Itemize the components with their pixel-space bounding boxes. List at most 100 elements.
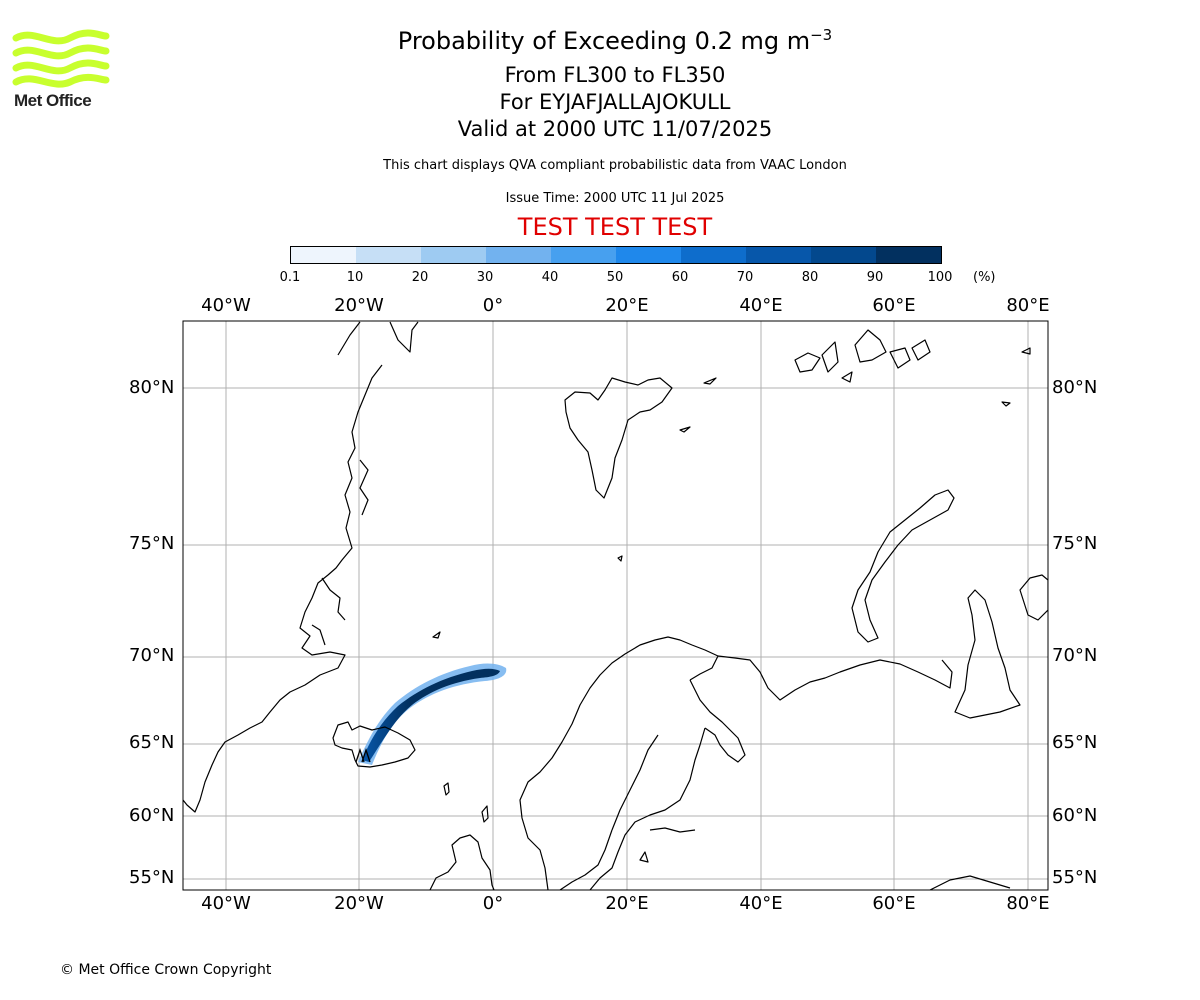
svalbard-coast bbox=[564, 377, 673, 499]
latitude-label-left: 60°N bbox=[129, 805, 175, 826]
met-office-logo: Met Office bbox=[12, 28, 112, 112]
colorbar-segment bbox=[876, 247, 941, 263]
franz-josef-island bbox=[854, 329, 887, 363]
disclaimer-text: This chart displays QVA compliant probab… bbox=[383, 158, 847, 173]
greenland-fjord bbox=[359, 459, 369, 516]
colorbar-tick-label: 10 bbox=[346, 270, 364, 285]
latitude-label-left: 75°N bbox=[129, 533, 175, 554]
colorbar-segment bbox=[421, 247, 486, 263]
colorbar-unit: (%) bbox=[973, 270, 996, 285]
chart-title: Probability of Exceeding 0.2 mg m−3 bbox=[0, 26, 1200, 55]
colorbar-tick-label: 20 bbox=[411, 270, 429, 285]
longitude-label-top: 40°E bbox=[739, 295, 783, 316]
colorbar-segment bbox=[746, 247, 811, 263]
norway-coast bbox=[519, 636, 719, 890]
shetland-islands bbox=[481, 805, 489, 823]
flight-level-range: From FL300 to FL350 bbox=[504, 63, 726, 87]
greenland-fjord bbox=[321, 577, 346, 621]
latitude-label-left: 55°N bbox=[129, 867, 175, 888]
longitude-label-bottom: 60°E bbox=[872, 893, 916, 914]
colorbar-tick-label: 40 bbox=[541, 270, 559, 285]
svalbard-island bbox=[703, 377, 717, 385]
colorbar-tick-label: 70 bbox=[736, 270, 754, 285]
greenland-coast bbox=[183, 321, 419, 813]
yamal-peninsula bbox=[954, 589, 1021, 719]
plume-core bbox=[362, 668, 500, 762]
colorbar-segment bbox=[486, 247, 551, 263]
longitude-label-top: 80°E bbox=[1006, 295, 1050, 316]
latitude-label-right: 70°N bbox=[1052, 645, 1098, 666]
met-office-waves-icon bbox=[12, 29, 110, 88]
colorbar-segment bbox=[356, 247, 421, 263]
longitude-label-bottom: 40°W bbox=[201, 893, 251, 914]
longitude-label-bottom: 80°E bbox=[1006, 893, 1050, 914]
logo-text: Met Office bbox=[14, 91, 92, 110]
franz-josef-island bbox=[1001, 401, 1011, 407]
probability-colorbar bbox=[290, 246, 942, 264]
colorbar-segment bbox=[551, 247, 616, 263]
sweden-south-coast bbox=[559, 829, 613, 890]
latitude-label-right: 75°N bbox=[1052, 533, 1098, 554]
colorbar-tick-label: 80 bbox=[801, 270, 819, 285]
copyright-notice: © Met Office Crown Copyright bbox=[60, 962, 272, 978]
test-banner: TEST TEST TEST bbox=[517, 213, 713, 241]
franz-josef-island bbox=[794, 352, 821, 373]
white-sea-coast bbox=[689, 679, 746, 763]
logo-waves bbox=[12, 29, 110, 88]
iceland-coast bbox=[332, 721, 416, 768]
gydan-peninsula bbox=[1019, 574, 1048, 621]
novaya-zemlya bbox=[851, 489, 955, 643]
franz-josef-island bbox=[1021, 347, 1031, 355]
volcano-marker bbox=[355, 747, 371, 763]
gulf-of-bothnia bbox=[611, 734, 659, 831]
bear-island bbox=[617, 555, 623, 562]
longitude-label-bottom: 20°E bbox=[605, 893, 649, 914]
latitude-label-left: 80°N bbox=[129, 377, 175, 398]
longitude-label-top: 20°E bbox=[605, 295, 649, 316]
latitude-label-left: 70°N bbox=[129, 645, 175, 666]
ash-plume bbox=[358, 663, 507, 765]
longitude-label-top: 40°W bbox=[201, 295, 251, 316]
valid-time: Valid at 2000 UTC 11/07/2025 bbox=[457, 117, 773, 141]
issue-time: Issue Time: 2000 UTC 11 Jul 2025 bbox=[505, 191, 725, 206]
longitude-label-bottom: 40°E bbox=[739, 893, 783, 914]
longitude-label-top: 0° bbox=[482, 295, 504, 316]
longitude-label-top: 20°W bbox=[334, 295, 384, 316]
franz-josef-island bbox=[911, 339, 931, 361]
jan-mayen-island bbox=[432, 631, 441, 639]
finland-sweden-border-coast bbox=[589, 727, 706, 890]
greenland-fjord bbox=[311, 624, 326, 646]
latitude-label-left: 65°N bbox=[129, 732, 175, 753]
colorbar-tick-label: 90 bbox=[866, 270, 884, 285]
title-unit-superscript: −3 bbox=[810, 26, 833, 44]
scotland-coast bbox=[429, 834, 495, 890]
map-background bbox=[183, 321, 1048, 890]
colorbar-tick-label: 30 bbox=[476, 270, 494, 285]
gulf-of-finland bbox=[649, 827, 696, 833]
colorbar-tick-label: 100 bbox=[927, 270, 953, 285]
title-main-text: Probability of Exceeding 0.2 mg m bbox=[397, 27, 811, 55]
latitude-label-right: 65°N bbox=[1052, 732, 1098, 753]
colorbar-tick-label: 0.1 bbox=[279, 270, 301, 285]
colorbar-tick-label: 50 bbox=[606, 270, 624, 285]
colorbar-segment bbox=[811, 247, 876, 263]
svalbard-island bbox=[679, 426, 691, 433]
graticule bbox=[183, 321, 1048, 890]
latitude-label-right: 80°N bbox=[1052, 377, 1098, 398]
longitude-label-bottom: 0° bbox=[482, 893, 504, 914]
longitude-label-bottom: 20°W bbox=[334, 893, 384, 914]
franz-josef-island bbox=[841, 371, 853, 383]
colorbar-tick-label: 60 bbox=[671, 270, 689, 285]
coastlines bbox=[183, 321, 1048, 890]
volcano-name: For EYJAFJALLAJOKULL bbox=[499, 90, 731, 114]
map-frame bbox=[182, 320, 1049, 891]
latitude-label-right: 60°N bbox=[1052, 805, 1098, 826]
faroe-islands bbox=[443, 782, 450, 796]
colorbar-segment bbox=[291, 247, 356, 263]
russia-south-coast bbox=[929, 875, 1011, 890]
colorbar-segment bbox=[681, 247, 746, 263]
russia-north-coast bbox=[717, 655, 953, 701]
colorbar-segment bbox=[616, 247, 681, 263]
longitude-label-top: 60°E bbox=[872, 295, 916, 316]
latitude-label-right: 55°N bbox=[1052, 867, 1098, 888]
